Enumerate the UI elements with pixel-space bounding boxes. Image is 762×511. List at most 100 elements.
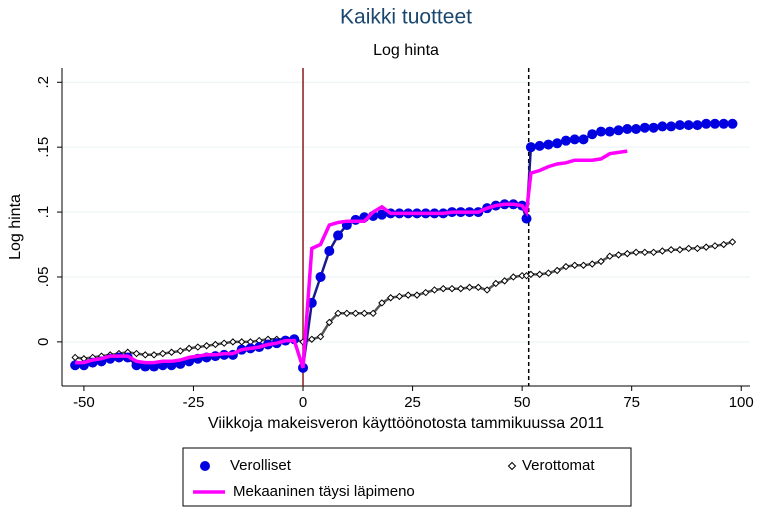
data-point xyxy=(395,292,404,301)
x-tick-label: 75 xyxy=(623,394,640,411)
data-point xyxy=(211,340,220,349)
data-point xyxy=(709,118,720,129)
data-point xyxy=(422,288,430,297)
data-point xyxy=(553,266,561,275)
y-tick-label: .15 xyxy=(35,137,52,158)
data-point xyxy=(588,260,596,268)
y-tick-label: .1 xyxy=(35,206,52,219)
data-point xyxy=(702,243,710,251)
data-point xyxy=(308,335,316,343)
data-point xyxy=(606,252,614,260)
data-point xyxy=(376,209,387,220)
data-point xyxy=(194,343,202,351)
x-tick-label: -50 xyxy=(73,394,95,411)
data-point xyxy=(237,338,246,346)
legend-label: Verolliset xyxy=(230,457,292,474)
data-point xyxy=(641,248,649,257)
data-point xyxy=(701,118,712,129)
data-point xyxy=(604,126,615,137)
data-point xyxy=(711,242,719,250)
data-point xyxy=(562,262,570,271)
y-axis-title: Log hinta xyxy=(7,194,24,260)
data-point xyxy=(569,134,580,145)
data-point xyxy=(324,246,335,257)
data-point xyxy=(360,309,369,318)
x-tick-label: 50 xyxy=(514,394,531,411)
data-point xyxy=(727,118,738,129)
legend-marker xyxy=(200,461,210,471)
data-point xyxy=(229,338,237,346)
data-point xyxy=(578,134,589,145)
data-point xyxy=(71,353,79,362)
series-line xyxy=(75,149,628,369)
y-tick-label: .05 xyxy=(35,267,52,288)
data-point xyxy=(369,309,377,318)
data-point xyxy=(657,121,668,132)
data-point xyxy=(622,124,633,135)
legend-label: Mekaaninen täysi läpimeno xyxy=(233,483,415,500)
data-point xyxy=(378,299,386,307)
data-point xyxy=(543,139,554,150)
x-tick-label: -25 xyxy=(183,394,205,411)
data-point xyxy=(552,138,563,149)
data-point xyxy=(343,309,351,318)
data-point xyxy=(141,351,149,359)
data-point xyxy=(150,351,158,359)
legend-label: Verottomat xyxy=(522,457,595,474)
data-point xyxy=(220,339,228,347)
series-line xyxy=(74,240,733,360)
data-point xyxy=(351,309,360,318)
data-point xyxy=(176,347,185,355)
data-point xyxy=(315,271,326,282)
data-point xyxy=(544,269,553,277)
x-tick-label: 25 xyxy=(404,394,421,411)
data-point xyxy=(667,246,675,254)
data-point xyxy=(386,294,395,302)
data-point xyxy=(718,118,729,129)
legend-marker xyxy=(507,461,517,471)
data-point xyxy=(728,238,737,246)
legend-box xyxy=(182,447,632,507)
data-point xyxy=(132,349,141,358)
data-point xyxy=(185,344,193,353)
data-point xyxy=(404,291,412,299)
data-point xyxy=(649,248,658,257)
data-point xyxy=(571,261,579,269)
data-point xyxy=(430,286,439,294)
data-point xyxy=(159,349,167,358)
data-point xyxy=(500,277,509,285)
series-line xyxy=(75,122,733,369)
data-point xyxy=(658,247,667,255)
data-point xyxy=(448,284,456,293)
data-point xyxy=(202,342,211,350)
data-point xyxy=(413,291,421,299)
data-point xyxy=(623,249,632,258)
data-point xyxy=(692,120,703,131)
data-point xyxy=(666,121,677,132)
data-point xyxy=(719,240,728,249)
y-tick-label: 0 xyxy=(35,338,52,346)
data-point xyxy=(525,142,536,153)
data-point xyxy=(521,213,532,224)
data-point xyxy=(560,135,571,146)
data-point xyxy=(639,122,650,133)
data-point xyxy=(693,244,702,253)
data-point xyxy=(325,318,334,327)
data-point xyxy=(674,120,685,131)
data-point xyxy=(683,120,694,131)
data-point xyxy=(684,244,693,253)
y-tick-label: .2 xyxy=(35,76,52,89)
data-point xyxy=(333,230,344,241)
data-point xyxy=(597,257,605,266)
data-point xyxy=(474,283,483,292)
data-point xyxy=(509,273,518,281)
data-point xyxy=(439,284,447,293)
data-point xyxy=(316,332,325,341)
data-point xyxy=(631,124,642,135)
chart-title: Kaikki tuotteet xyxy=(340,6,472,29)
data-point xyxy=(579,261,588,269)
x-tick-label: 0 xyxy=(299,394,307,411)
data-point xyxy=(492,279,500,288)
data-point xyxy=(334,309,342,318)
